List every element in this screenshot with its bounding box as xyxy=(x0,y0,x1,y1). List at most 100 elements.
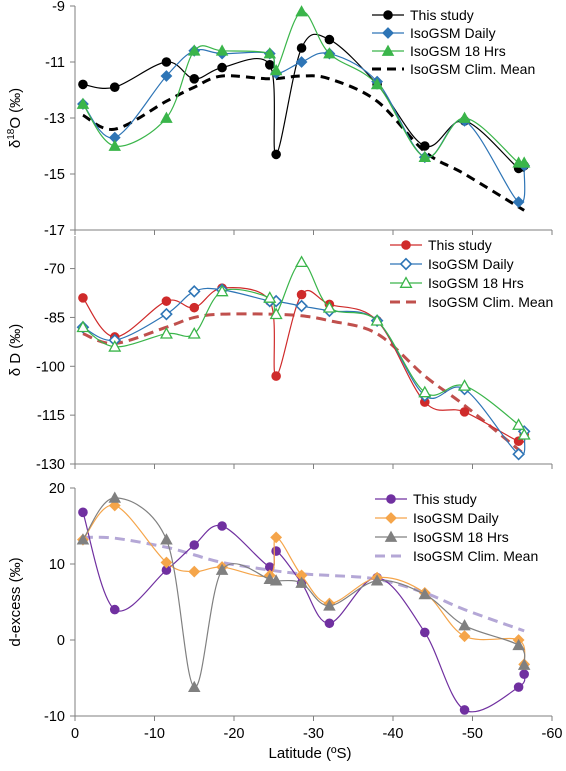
legend-label: This study xyxy=(428,237,492,253)
x-tick-label: 0 xyxy=(71,726,79,742)
data-point xyxy=(188,44,201,56)
data-point xyxy=(271,371,281,381)
legend-label: IsoGSM Daily xyxy=(428,256,514,272)
data-point xyxy=(459,705,470,715)
data-point xyxy=(519,669,529,680)
series-isogsm-clim-mean xyxy=(82,312,526,456)
data-point xyxy=(271,149,281,160)
data-point xyxy=(370,574,384,586)
x-tick-label: -20 xyxy=(224,726,245,742)
data-point xyxy=(187,326,201,339)
data-point xyxy=(189,302,200,313)
legend-marker xyxy=(381,44,395,56)
x-tick-label: -60 xyxy=(542,726,563,742)
panel-1: -9 -11 -13 -15 -17 δ18O (‰) This study IsoGSM D… xyxy=(6,0,553,239)
series-isogsm-18-hrs xyxy=(76,491,531,692)
data-point xyxy=(295,5,308,17)
data-point xyxy=(418,385,432,398)
data-point xyxy=(269,574,283,586)
legend-marker xyxy=(386,494,396,504)
data-point xyxy=(418,150,432,163)
data-point xyxy=(269,63,283,76)
y-tick-label: 0 xyxy=(57,633,65,649)
data-point xyxy=(323,599,336,611)
y-tick-label: -70 xyxy=(44,262,65,278)
data-point xyxy=(217,521,227,531)
series-line xyxy=(82,535,525,633)
y-tick-label: -15 xyxy=(44,167,65,183)
legend-marker xyxy=(399,257,413,271)
data-point xyxy=(323,47,336,59)
data-point xyxy=(159,326,173,339)
data-point xyxy=(187,285,201,298)
data-point xyxy=(189,540,200,550)
data-point xyxy=(270,531,283,544)
data-point xyxy=(458,630,471,643)
series-isogsm-18-hrs xyxy=(76,5,531,168)
data-point xyxy=(109,82,120,92)
data-point xyxy=(264,60,275,70)
legend-marker xyxy=(399,276,413,288)
panel-2: -70 -85 -100 -115 -130 δ D (‰) This study IsoGS… xyxy=(7,236,553,473)
series-isogsm-18-hrs xyxy=(76,255,531,440)
data-point xyxy=(109,604,120,615)
data-point xyxy=(188,680,201,692)
data-point xyxy=(78,79,88,90)
y-tick-label: -9 xyxy=(52,0,65,15)
data-point xyxy=(324,618,335,629)
data-point xyxy=(78,507,88,518)
data-point xyxy=(296,43,307,53)
data-point xyxy=(418,587,432,600)
legend-marker xyxy=(383,10,393,20)
data-point xyxy=(295,299,308,313)
data-point xyxy=(188,565,201,578)
data-point xyxy=(420,141,430,151)
legend-label: IsoGSM 18 Hrs xyxy=(410,43,506,59)
legend-marker xyxy=(382,27,394,39)
data-point xyxy=(296,289,307,300)
legend-marker xyxy=(384,530,398,542)
data-point xyxy=(76,320,90,333)
y-axis-title: δ18O (‰) xyxy=(6,88,24,148)
data-point xyxy=(295,576,308,588)
data-point xyxy=(512,447,525,461)
y-tick-label: 20 xyxy=(49,481,65,497)
y-tick-label: -85 xyxy=(44,310,65,326)
data-point xyxy=(512,196,525,208)
data-point xyxy=(161,57,172,67)
data-point xyxy=(458,379,472,391)
data-point xyxy=(160,111,173,123)
data-point xyxy=(108,491,121,503)
series-line xyxy=(82,497,526,688)
data-point xyxy=(458,111,471,123)
x-tick-label: -30 xyxy=(303,726,324,742)
x-tick-label: -50 xyxy=(462,726,483,742)
data-point xyxy=(108,340,122,352)
data-point xyxy=(271,546,281,556)
x-tick-label: -40 xyxy=(383,726,404,742)
data-point xyxy=(263,291,277,303)
data-point xyxy=(215,44,229,56)
data-point xyxy=(217,62,227,73)
data-point xyxy=(78,293,88,303)
x-tick-label: -10 xyxy=(144,726,165,742)
data-point xyxy=(215,284,229,297)
series-isogsm-daily xyxy=(76,283,531,461)
data-point xyxy=(370,313,384,326)
data-point xyxy=(263,47,277,59)
legend: This study IsoGSM Daily IsoGSM 18 Hrs IsoGS… xyxy=(372,7,535,77)
series-isogsm-clim-mean xyxy=(82,74,525,212)
data-point xyxy=(458,619,471,631)
panel-3: 20 10 0 -10 d-excess (‰) This study IsoGSM Dai… xyxy=(7,481,553,725)
legend-label: IsoGSM Clim. Mean xyxy=(413,548,538,564)
data-point xyxy=(160,556,173,569)
y-axis-title: d-excess (‰) xyxy=(7,557,24,646)
data-point xyxy=(324,34,335,45)
x-tick-labels: 0 -10 -20 -30 -40 -50 -60 xyxy=(71,726,563,742)
y-tick-label: -130 xyxy=(36,457,65,473)
data-point xyxy=(108,139,121,151)
x-axis-title: Latitude (ºS) xyxy=(268,745,351,762)
data-point xyxy=(459,407,470,417)
data-point xyxy=(108,499,121,512)
